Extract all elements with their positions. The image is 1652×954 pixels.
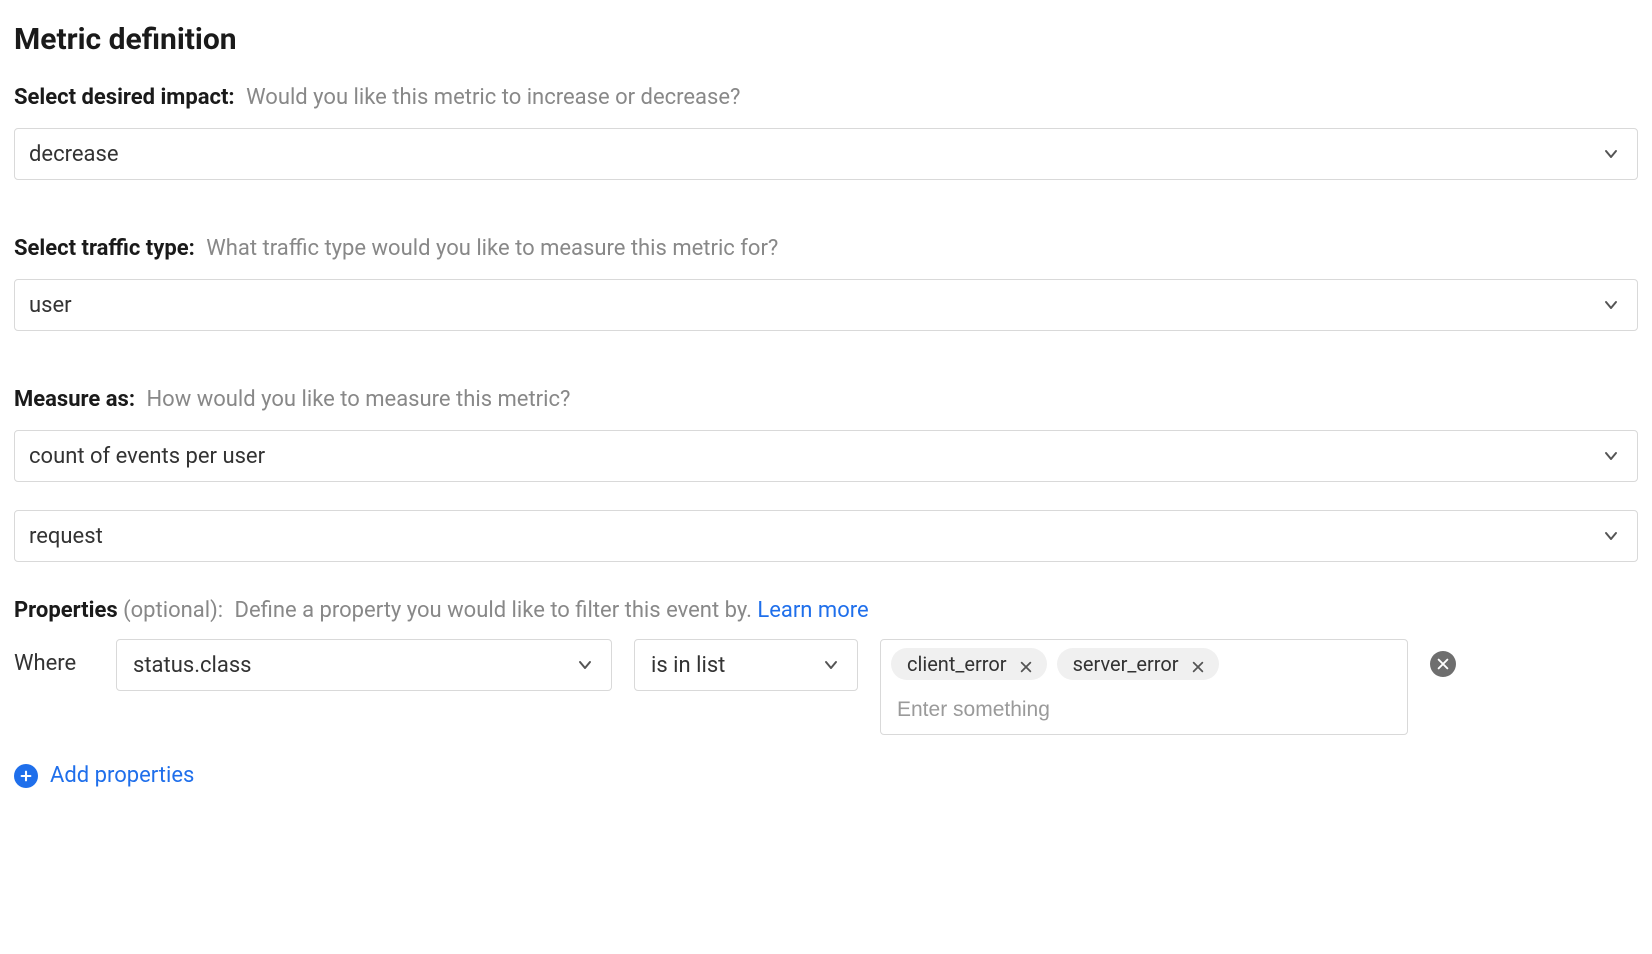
filter-row: Where status.class is in list client_err… xyxy=(14,639,1638,735)
remove-tag-icon[interactable] xyxy=(1191,655,1209,673)
filter-operator-select[interactable]: is in list xyxy=(634,639,858,691)
filter-value-tag-label: client_error xyxy=(907,652,1007,676)
traffic-field: Select traffic type: What traffic type w… xyxy=(14,236,1638,331)
measure-label: Measure as: xyxy=(14,387,135,412)
learn-more-link[interactable]: Learn more xyxy=(757,598,868,623)
filter-property-value: status.class xyxy=(133,653,252,678)
chevron-down-icon xyxy=(821,655,841,675)
properties-optional: (optional): xyxy=(123,598,223,623)
filter-value-tag-label: server_error xyxy=(1073,652,1179,676)
traffic-select[interactable]: user xyxy=(14,279,1638,331)
traffic-select-value: user xyxy=(29,293,72,318)
impact-hint: Would you like this metric to increase o… xyxy=(246,85,740,110)
filter-operator-value: is in list xyxy=(651,653,725,678)
properties-hint: Define a property you would like to filt… xyxy=(235,598,752,623)
chevron-down-icon xyxy=(575,655,595,675)
chevron-down-icon xyxy=(1601,144,1621,164)
traffic-hint: What traffic type would you like to meas… xyxy=(206,236,778,261)
filter-value-tag: client_error xyxy=(891,648,1047,680)
page-title: Metric definition xyxy=(14,22,1638,57)
measure-field: Measure as: How would you like to measur… xyxy=(14,387,1638,562)
filter-property-select[interactable]: status.class xyxy=(116,639,612,691)
remove-filter-button[interactable] xyxy=(1430,651,1456,677)
chevron-down-icon xyxy=(1601,526,1621,546)
chevron-down-icon xyxy=(1601,446,1621,466)
measure-hint: How would you like to measure this metri… xyxy=(146,387,570,412)
measure-aggregation-value: count of events per user xyxy=(29,444,265,469)
traffic-label-row: Select traffic type: What traffic type w… xyxy=(14,236,1638,261)
remove-tag-icon[interactable] xyxy=(1019,655,1037,673)
filter-values-tags: client_error server_error xyxy=(891,648,1397,680)
where-label: Where xyxy=(14,639,94,676)
impact-select[interactable]: decrease xyxy=(14,128,1638,180)
measure-event-value: request xyxy=(29,524,103,549)
properties-label: Properties xyxy=(14,598,118,623)
impact-label: Select desired impact: xyxy=(14,85,235,110)
measure-event-select[interactable]: request xyxy=(14,510,1638,562)
filter-value-entry-input[interactable] xyxy=(891,694,1397,726)
add-properties-label: Add properties xyxy=(50,763,194,788)
properties-label-row: Properties (optional): Define a property… xyxy=(14,598,1638,623)
impact-select-value: decrease xyxy=(29,142,119,167)
filter-values-input[interactable]: client_error server_error xyxy=(880,639,1408,735)
chevron-down-icon xyxy=(1601,295,1621,315)
properties-section: Properties (optional): Define a property… xyxy=(14,598,1638,788)
impact-label-row: Select desired impact: Would you like th… xyxy=(14,85,1638,110)
impact-field: Select desired impact: Would you like th… xyxy=(14,85,1638,180)
filter-value-tag: server_error xyxy=(1057,648,1219,680)
measure-aggregation-select[interactable]: count of events per user xyxy=(14,430,1638,482)
plus-circle-icon xyxy=(14,764,38,788)
traffic-label: Select traffic type: xyxy=(14,236,195,261)
measure-label-row: Measure as: How would you like to measur… xyxy=(14,387,1638,412)
add-properties-button[interactable]: Add properties xyxy=(14,763,194,788)
